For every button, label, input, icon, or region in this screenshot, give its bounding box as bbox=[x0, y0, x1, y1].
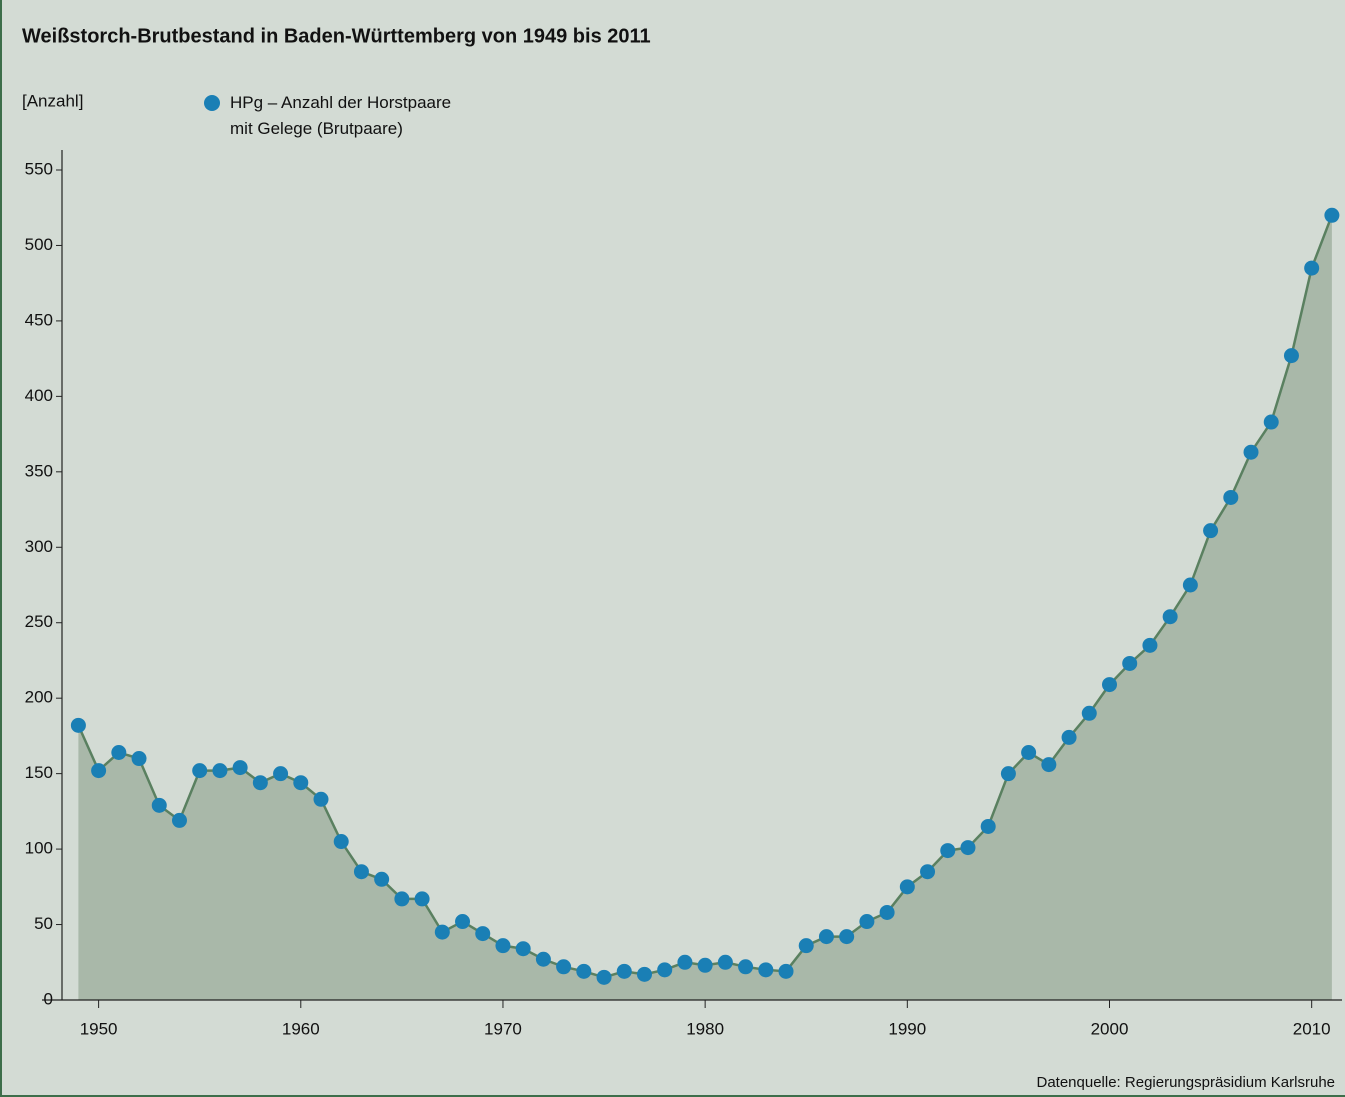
source: Datenquelle: Regierungspräsidium Karlsru… bbox=[1037, 1074, 1336, 1091]
data-point bbox=[1203, 523, 1219, 539]
data-point bbox=[859, 914, 875, 930]
data-point bbox=[353, 864, 369, 880]
legend-label: HPg – Anzahl der Horstpaare mit Gelege (… bbox=[230, 93, 452, 138]
data-point bbox=[515, 941, 531, 957]
legend-marker bbox=[204, 95, 220, 111]
data-point bbox=[1101, 677, 1117, 693]
y-tick-label: 350 bbox=[25, 461, 53, 480]
data-point bbox=[940, 843, 956, 859]
y-tick-label: 400 bbox=[25, 386, 53, 405]
y-tick-label: 150 bbox=[25, 763, 53, 782]
data-point bbox=[252, 775, 268, 791]
data-point bbox=[1223, 489, 1239, 505]
data-point bbox=[758, 962, 774, 978]
data-point bbox=[1182, 577, 1198, 593]
x-tick-label: 1960 bbox=[282, 1019, 320, 1038]
data-point bbox=[1142, 637, 1158, 653]
data-point bbox=[1061, 729, 1077, 745]
data-point bbox=[313, 791, 329, 807]
data-point bbox=[475, 926, 491, 942]
data-point bbox=[455, 914, 471, 930]
data-point bbox=[657, 962, 673, 978]
x-tick-label: 1950 bbox=[80, 1019, 118, 1038]
data-point bbox=[91, 763, 107, 779]
data-point bbox=[495, 938, 511, 954]
data-point bbox=[273, 766, 289, 782]
data-point bbox=[879, 904, 895, 920]
y-tick-label: 0 bbox=[44, 989, 53, 1008]
data-point bbox=[899, 879, 915, 895]
data-point bbox=[151, 797, 167, 813]
data-point bbox=[1283, 348, 1299, 364]
data-point bbox=[778, 963, 794, 979]
data-point bbox=[192, 763, 208, 779]
data-point bbox=[333, 834, 349, 850]
data-point bbox=[394, 891, 410, 907]
data-point bbox=[616, 963, 632, 979]
legend: HPg – Anzahl der Horstpaare mit Gelege (… bbox=[204, 90, 475, 142]
data-point bbox=[171, 812, 187, 828]
x-tick-label: 1970 bbox=[484, 1019, 522, 1038]
data-point bbox=[1162, 609, 1178, 625]
data-point bbox=[434, 924, 450, 940]
data-point bbox=[70, 717, 86, 733]
data-point bbox=[636, 966, 652, 982]
y-tick-label: 500 bbox=[25, 235, 53, 254]
data-point bbox=[111, 745, 127, 761]
y-tick-label: 550 bbox=[25, 159, 53, 178]
data-point bbox=[677, 954, 693, 970]
data-point bbox=[232, 760, 248, 776]
data-point bbox=[1304, 260, 1320, 276]
data-point bbox=[717, 954, 733, 970]
y-tick-label: 200 bbox=[25, 688, 53, 707]
x-tick-label: 1990 bbox=[888, 1019, 926, 1038]
data-point bbox=[293, 775, 309, 791]
data-point bbox=[1324, 207, 1340, 223]
area bbox=[78, 215, 1332, 1001]
x-tick-label: 2000 bbox=[1091, 1019, 1129, 1038]
y-tick-label: 450 bbox=[25, 310, 53, 329]
x-tick-label: 2010 bbox=[1293, 1019, 1331, 1038]
data-point bbox=[596, 969, 612, 985]
data-point bbox=[1122, 655, 1138, 671]
y-tick-label: 250 bbox=[25, 612, 53, 631]
data-point bbox=[1000, 766, 1016, 782]
data-point bbox=[535, 951, 551, 967]
data-point bbox=[839, 929, 855, 945]
data-point bbox=[738, 959, 754, 975]
data-point bbox=[212, 763, 228, 779]
y-tick-label: 100 bbox=[25, 839, 53, 858]
data-point bbox=[374, 871, 390, 887]
data-point bbox=[920, 864, 936, 880]
y-tick-label: 50 bbox=[34, 914, 53, 933]
data-point bbox=[818, 929, 834, 945]
data-point bbox=[556, 959, 572, 975]
data-point bbox=[1041, 757, 1057, 773]
data-point bbox=[414, 891, 430, 907]
data-point bbox=[131, 751, 147, 767]
data-point bbox=[1021, 745, 1037, 761]
data-point bbox=[960, 840, 976, 856]
data-point bbox=[576, 963, 592, 979]
chart-title: Weißstorch-Brutbestand in Baden-Württemb… bbox=[22, 25, 651, 47]
y-tick-label: 300 bbox=[25, 537, 53, 556]
data-point bbox=[1081, 705, 1097, 721]
data-point bbox=[798, 938, 814, 954]
y-axis-label: [Anzahl] bbox=[22, 91, 83, 110]
data-point bbox=[1263, 414, 1279, 430]
data-point bbox=[1243, 444, 1259, 460]
data-point bbox=[697, 957, 713, 973]
data-point bbox=[980, 818, 996, 834]
x-tick-label: 1980 bbox=[686, 1019, 724, 1038]
